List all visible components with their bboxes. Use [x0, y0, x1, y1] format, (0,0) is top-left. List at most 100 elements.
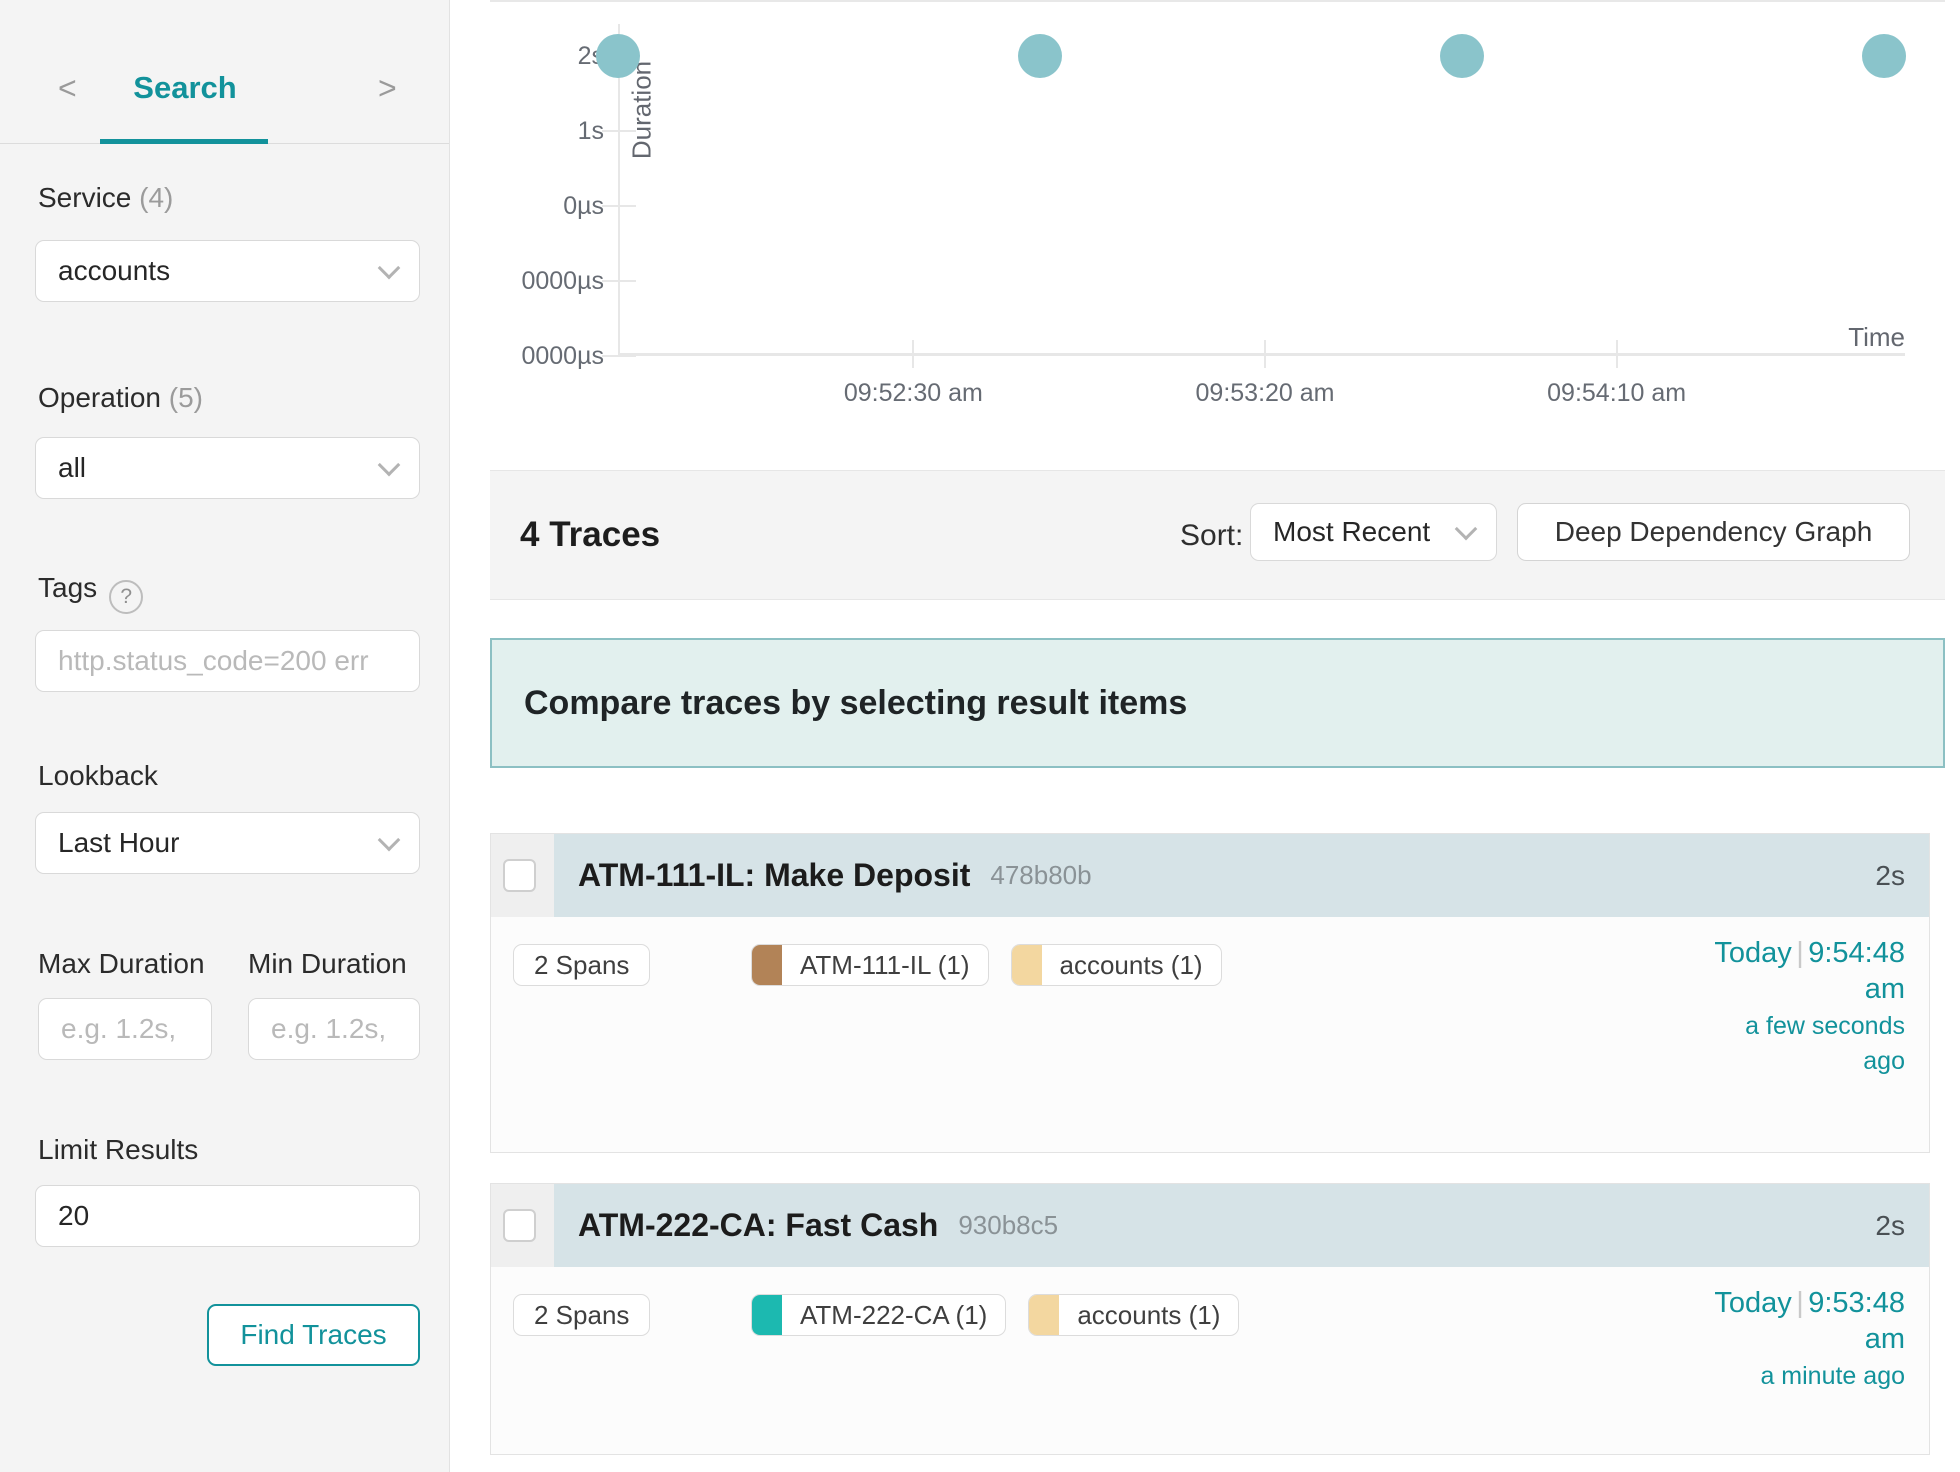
max-duration-field-box — [38, 998, 212, 1060]
trace-time: 9:54:48 am — [1808, 937, 1905, 1005]
trace-duration: 2s — [1875, 859, 1905, 891]
service-tag-label: ATM-222-CA (1) — [800, 1299, 988, 1330]
trace-id: 478b80b — [990, 860, 1092, 890]
chevron-down-icon — [377, 828, 401, 852]
service-tag-label: ATM-111-IL (1) — [800, 949, 970, 980]
sort-select-value: Most Recent — [1273, 516, 1431, 547]
tab-underline — [100, 139, 268, 144]
scatter-plot: Duration Time 2s 1s 0µs 0000µs 0000µs 09:52:3… — [490, 0, 1945, 467]
x-tick-label: 09:54:10 am — [1547, 379, 1687, 407]
x-tick-mark — [1264, 340, 1267, 368]
tags-label-text: Tags — [38, 572, 98, 603]
service-color-swatch — [1011, 945, 1042, 985]
tab-search[interactable]: Search — [133, 70, 237, 105]
trace-card-header[interactable]: ATM-111-IL: Make Deposit 478b80b 2s — [491, 834, 1929, 917]
search-panel: < Search > Service (4) accounts Operatio… — [0, 0, 450, 1472]
trace-card-body: 2 Spans ATM-111-IL (1) accounts (1) Toda… — [491, 917, 1929, 1152]
y-axis-title: Duration — [626, 60, 657, 160]
trace-relative-time: a minute ago — [1760, 1362, 1905, 1390]
y-tick-label: 0µs — [563, 192, 604, 220]
chevron-down-icon — [1454, 517, 1478, 541]
service-color-swatch — [752, 945, 782, 985]
lookback-select[interactable]: Last Hour — [35, 812, 420, 874]
trace-result-card: ATM-111-IL: Make Deposit 478b80b 2s 2 Sp… — [490, 833, 1930, 1153]
y-tick-mark — [602, 130, 636, 132]
trace-time-block: Today | 9:54:48 am a few seconds ago — [1700, 935, 1905, 1079]
service-label-text: Service — [38, 182, 132, 213]
service-count: (4) — [139, 182, 174, 213]
time-separator: | — [1796, 937, 1804, 969]
tags-label: Tags? — [38, 572, 144, 614]
operation-select[interactable]: all — [35, 437, 420, 499]
chevron-down-icon — [377, 453, 401, 477]
trace-title[interactable]: ATM-111-IL: Make Deposit — [578, 857, 971, 893]
trace-head-band: ATM-111-IL: Make Deposit 478b80b 2s — [554, 834, 1929, 917]
service-tag-label: accounts (1) — [1077, 1299, 1221, 1330]
max-duration-label: Max Duration — [38, 948, 205, 979]
span-count-pill: 2 Spans — [513, 944, 651, 986]
y-tick-label: 1s — [577, 117, 604, 145]
service-label: Service (4) — [38, 182, 173, 214]
trace-point[interactable] — [596, 34, 640, 78]
trace-card-body: 2 Spans ATM-222-CA (1) accounts (1) Toda… — [491, 1267, 1929, 1454]
y-axis-line — [618, 24, 620, 354]
checkbox-cell — [491, 1184, 554, 1267]
operation-select-value: all — [58, 452, 87, 483]
y-tick-label: 0000µs — [521, 267, 604, 295]
service-select[interactable]: accounts — [35, 240, 420, 302]
min-duration-input[interactable] — [271, 1013, 397, 1045]
y-tick-mark — [602, 355, 636, 357]
chevron-down-icon — [377, 256, 401, 280]
x-tick-label: 09:52:30 am — [843, 379, 983, 407]
tags-input[interactable] — [58, 645, 397, 677]
min-duration-field-box — [248, 998, 420, 1060]
min-duration-label: Min Duration — [248, 948, 407, 979]
compare-banner: Compare traces by selecting result items — [490, 638, 1945, 768]
lookback-select-value: Last Hour — [58, 827, 180, 858]
service-select-value: accounts — [58, 255, 171, 286]
trace-checkbox[interactable] — [503, 859, 536, 892]
trace-title[interactable]: ATM-222-CA: Fast Cash — [578, 1207, 939, 1243]
service-tags-row: ATM-222-CA (1) accounts (1) — [751, 1294, 1240, 1336]
trace-point[interactable] — [1861, 34, 1906, 78]
trace-time-block: Today | 9:53:48 am a minute ago — [1700, 1285, 1905, 1394]
tags-field-box — [35, 630, 420, 692]
service-tag-label: accounts (1) — [1059, 949, 1203, 980]
operation-label: Operation (5) — [38, 382, 203, 414]
limit-results-input[interactable] — [58, 1200, 397, 1232]
trace-checkbox[interactable] — [503, 1209, 536, 1242]
x-axis-line — [618, 353, 1905, 356]
trace-result-card: ATM-222-CA: Fast Cash 930b8c5 2s 2 Spans… — [490, 1183, 1930, 1455]
service-tags-row: ATM-111-IL (1) accounts (1) — [751, 944, 1222, 986]
x-tick-mark — [912, 340, 915, 368]
trace-relative-time: a few seconds ago — [1745, 1012, 1905, 1075]
chevron-right-icon[interactable]: > — [378, 70, 397, 106]
results-count: 4 Traces — [520, 515, 661, 554]
limit-results-field-box — [35, 1185, 420, 1247]
trace-card-header[interactable]: ATM-222-CA: Fast Cash 930b8c5 2s — [491, 1184, 1929, 1267]
trace-id: 930b8c5 — [958, 1210, 1059, 1240]
limit-results-label: Limit Results — [38, 1134, 199, 1165]
results-header: 4 Traces Sort: Most Recent Deep Dependen… — [490, 470, 1945, 600]
help-icon[interactable]: ? — [109, 580, 144, 614]
trace-point[interactable] — [1017, 34, 1062, 78]
y-tick-mark — [602, 280, 636, 282]
max-duration-input[interactable] — [61, 1013, 189, 1045]
y-tick-mark — [602, 205, 636, 207]
service-tag: ATM-222-CA (1) — [751, 1294, 1007, 1336]
chevron-left-icon[interactable]: < — [58, 70, 77, 106]
span-count-pill: 2 Spans — [513, 1294, 651, 1336]
search-panel-nav: < Search > — [0, 0, 449, 144]
trace-point[interactable] — [1439, 34, 1484, 78]
sort-select[interactable]: Most Recent — [1250, 503, 1497, 561]
deep-dependency-graph-button[interactable]: Deep Dependency Graph — [1517, 503, 1910, 561]
service-tag: accounts (1) — [1028, 1294, 1240, 1336]
sort-label: Sort: — [1180, 519, 1244, 552]
lookback-label: Lookback — [38, 760, 158, 791]
trace-date: Today — [1714, 937, 1792, 969]
service-tag: accounts (1) — [1010, 944, 1222, 986]
find-traces-button[interactable]: Find Traces — [207, 1304, 420, 1366]
time-separator: | — [1796, 1287, 1804, 1319]
service-color-swatch — [1029, 1295, 1060, 1335]
